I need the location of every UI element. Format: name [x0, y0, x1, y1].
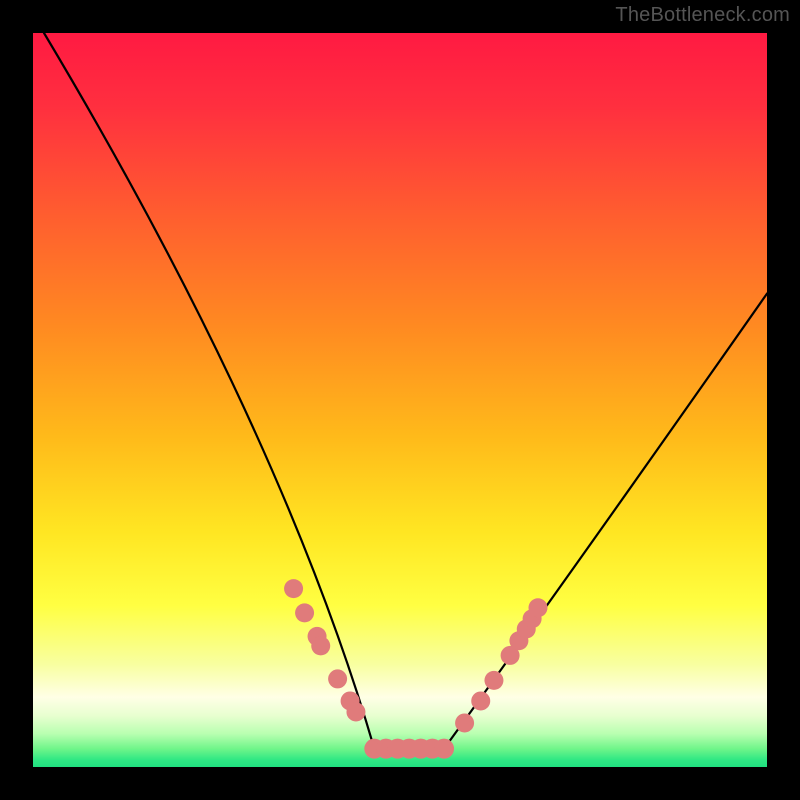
data-marker: [311, 636, 330, 655]
data-marker: [484, 671, 503, 690]
bottleneck-chart: [0, 0, 800, 800]
data-marker: [295, 603, 314, 622]
gradient-background: [33, 33, 767, 767]
data-marker: [328, 669, 347, 688]
data-marker: [528, 598, 547, 617]
data-marker: [455, 713, 474, 732]
data-marker: [346, 702, 365, 721]
watermark-text: TheBottleneck.com: [615, 4, 790, 27]
data-marker: [471, 691, 490, 710]
data-marker: [434, 739, 454, 759]
data-marker: [284, 579, 303, 598]
